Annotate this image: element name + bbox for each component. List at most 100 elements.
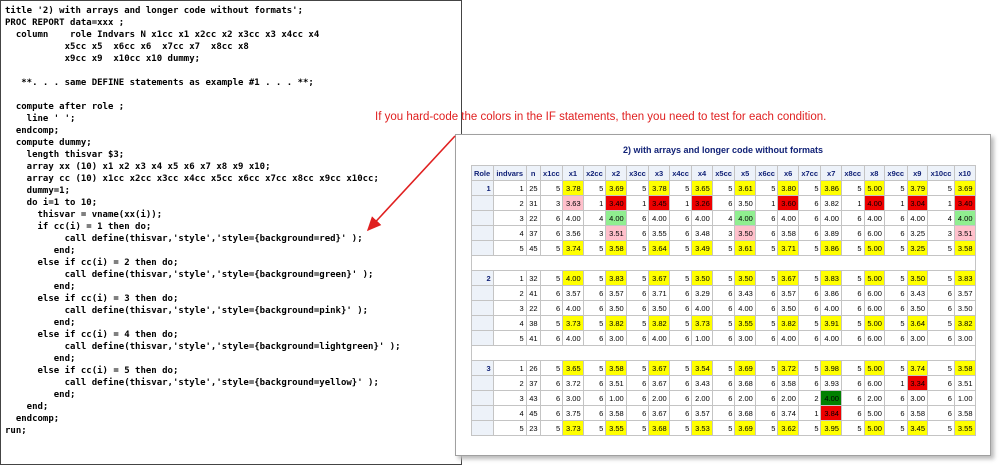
- table-row: 4 38 5 3.73 5 3.82 5 3.82 5 3.73 5 3.55 5 3.82 5 3.91 5 5…: [470, 315, 976, 331]
- column-header: x5: [734, 165, 756, 181]
- table-cell: 5.00: [863, 240, 885, 256]
- table-cell: 3.45: [648, 195, 670, 211]
- table-cell: 3: [492, 300, 527, 316]
- code-line: run;: [5, 426, 27, 436]
- code-line: end;: [5, 390, 76, 400]
- column-header: x2cc: [582, 165, 607, 181]
- code-line: x9cc x9 x10cc x10 dummy;: [5, 54, 201, 64]
- table-cell: 3.64: [906, 315, 929, 331]
- report-panel: 2) with arrays and longer code without f…: [455, 134, 991, 456]
- table-cell: 5: [797, 420, 822, 436]
- table-cell: 3.50: [734, 225, 756, 241]
- table-cell: 3.82: [953, 315, 976, 331]
- code-panel: title '2) with arrays and longer code wi…: [0, 0, 462, 465]
- code-line: end;: [5, 282, 76, 292]
- table-cell: 3.73: [691, 315, 713, 331]
- code-line: end;: [5, 354, 76, 364]
- table-cell: 3.55: [648, 225, 670, 241]
- table-cell: 3.86: [820, 180, 842, 196]
- table-cell: 3.58: [777, 375, 799, 391]
- table-cell: 3.34: [906, 375, 929, 391]
- table-cell: 3.51: [605, 225, 627, 241]
- table-cell: 2.00: [648, 390, 670, 406]
- column-header: x8: [863, 165, 885, 181]
- table-cell: 3.82: [777, 315, 799, 331]
- table-cell: 6.00: [863, 285, 885, 301]
- table-cell: 3.68: [734, 375, 756, 391]
- table-cell: 3.64: [648, 240, 670, 256]
- table-cell: 3.58: [953, 360, 976, 376]
- table-cell: 3.60: [777, 195, 799, 211]
- table-cell: 5.00: [863, 420, 885, 436]
- code-line: if cc(i) = 1 then do;: [5, 222, 152, 232]
- table-row: 5 23 5 3.73 5 3.55 5 3.68 5 3.53 5 3.69 5 3.62 5 3.95 5 5…: [470, 420, 976, 436]
- report-title: 2) with arrays and longer code without f…: [622, 145, 824, 155]
- table-cell: 38: [525, 315, 541, 331]
- code-line: end;: [5, 246, 76, 256]
- code-line: array xx (10) x1 x2 x3 x4 x5 x6 x7 x8 x9…: [5, 162, 271, 172]
- table-cell: 3.67: [777, 270, 799, 286]
- code-line: end;: [5, 318, 76, 328]
- code-line: endcomp;: [5, 414, 60, 424]
- table-row: 3 22 6 4.00 4 4.00 6 4.00 6 4.00 4 4.00 6 4.00 6 4.00 6 4…: [470, 210, 976, 226]
- code-line: title '2) with arrays and longer code wi…: [5, 6, 304, 16]
- table-cell: 5: [582, 420, 607, 436]
- table-row: 2 1 32 5 4.00 5 3.83 5 3.67 5 3.50 5 3.50 5 3.67 5 3.83 5…: [470, 270, 976, 286]
- column-header: x1: [562, 165, 584, 181]
- table-cell: 5: [492, 420, 527, 436]
- table-cell: 3.71: [777, 240, 799, 256]
- table-cell: 3.82: [648, 315, 670, 331]
- column-header: x4cc: [668, 165, 693, 181]
- table-cell: 3.58: [953, 405, 976, 421]
- role-cell: 3: [470, 360, 494, 376]
- code-line: else if cc(i) = 3 then do;: [5, 294, 179, 304]
- table-row: 1 1 25 5 3.78 5 3.69 5 3.78 5 3.65 5 3.61 5 3.80 5 3.86 5…: [470, 180, 976, 196]
- code-line: PROC REPORT data=xxx ;: [5, 18, 125, 28]
- column-header: x6: [777, 165, 799, 181]
- table-row: 4 37 6 3.56 3 3.51 6 3.55 6 3.48 3 3.50 6 3.58 6 3.89 6 6…: [470, 225, 976, 241]
- table-cell: 3.79: [906, 180, 929, 196]
- table-cell: 3.45: [906, 420, 929, 436]
- code-line: else if cc(i) = 5 then do;: [5, 366, 179, 376]
- table-cell: 3.25: [906, 240, 929, 256]
- table-row: 3 1 26 5 3.65 5 3.58 5 3.67 5 3.54 5 3.69 5 3.72 5 3.98 5…: [470, 360, 976, 376]
- role-cell: [470, 420, 494, 436]
- code-line: call define(thisvar,'style','style={back…: [5, 342, 401, 352]
- code-line: compute dummy;: [5, 138, 92, 148]
- table-cell: 41: [525, 285, 541, 301]
- report-table: Role indvars n x1cc x1 x2cc x2 x3cc x3 x4cc x4 x5cc…: [470, 165, 976, 436]
- column-header: x2: [605, 165, 627, 181]
- code-line: end;: [5, 402, 49, 412]
- table-cell: 3.55: [953, 420, 976, 436]
- role-cell: [470, 285, 494, 301]
- code-line: call define(thisvar,'style','style={back…: [5, 234, 363, 244]
- table-cell: 3.83: [605, 270, 627, 286]
- code-line: array cc (10) x1cc x2cc x3cc x4cc x5cc x…: [5, 174, 379, 184]
- code-line: length thisvar $3;: [5, 150, 125, 160]
- table-cell: 4.00: [648, 330, 670, 346]
- table-cell: 3.68: [648, 420, 670, 436]
- table-cell: 3.50: [691, 270, 713, 286]
- table-cell: 3.78: [648, 180, 670, 196]
- table-cell: 3.69: [605, 180, 627, 196]
- table-cell: 3.58: [605, 240, 627, 256]
- table-cell: 5: [625, 420, 650, 436]
- table-cell: 3.74: [906, 360, 929, 376]
- role-cell: 1: [470, 180, 494, 196]
- table-cell: 3.62: [777, 420, 799, 436]
- table-cell: 3.00: [605, 330, 627, 346]
- table-cell: 3.84: [820, 405, 842, 421]
- table-row: 4 45 6 3.75 6 3.58 6 3.67 6 3.57 6 3.68 6 3.74 1 3.84 6 5…: [470, 405, 976, 421]
- table-cell: 3.67: [648, 270, 670, 286]
- table-row: 5 45 5 3.74 5 3.58 5 3.64 5 3.49 5 3.61 5 3.71 5 3.86 5 5…: [470, 240, 976, 256]
- code-line: call define(thisvar,'style','style={back…: [5, 306, 369, 316]
- table-cell: 3.00: [906, 330, 929, 346]
- code-line: dummy=1;: [5, 186, 71, 196]
- table-cell: 3.91: [820, 315, 842, 331]
- table-cell: 3.43: [691, 375, 713, 391]
- table-cell: 3.95: [820, 420, 842, 436]
- table-cell: 3.86: [820, 240, 842, 256]
- column-header: x9: [906, 165, 929, 181]
